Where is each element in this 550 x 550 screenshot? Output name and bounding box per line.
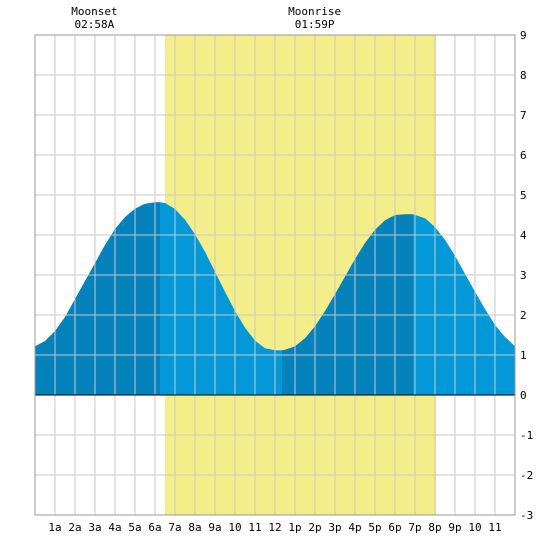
y-tick-label: 1 [520, 349, 527, 362]
x-tick-label: 11 [248, 521, 261, 534]
y-tick-label: 0 [520, 389, 527, 402]
x-tick-label: 8a [188, 521, 201, 534]
y-tick-label: 2 [520, 309, 527, 322]
x-tick-label: 3a [88, 521, 101, 534]
falling-tide-area [413, 214, 515, 395]
falling-tide-area [160, 202, 282, 395]
x-tick-label: 4p [348, 521, 361, 534]
y-tick-label: 6 [520, 149, 527, 162]
y-tick-label: 5 [520, 189, 527, 202]
y-tick-label: 3 [520, 269, 527, 282]
x-tick-label: 9p [448, 521, 461, 534]
y-tick-label: -2 [520, 469, 533, 482]
x-tick-label: 1a [48, 521, 61, 534]
y-tick-label: 8 [520, 69, 527, 82]
x-tick-label: 6a [148, 521, 161, 534]
x-tick-label: 11 [488, 521, 501, 534]
x-tick-label: 2p [308, 521, 321, 534]
y-tick-label: 9 [520, 29, 527, 42]
x-tick-label: 5a [128, 521, 141, 534]
x-tick-label: 10 [468, 521, 481, 534]
x-tick-label: 9a [208, 521, 221, 534]
plot-frame [34, 34, 516, 516]
moon-event-time: 01:59P [295, 18, 335, 31]
x-tick-label: 4a [108, 521, 121, 534]
x-tick-label: 6p [388, 521, 401, 534]
x-tick-label: 3p [328, 521, 341, 534]
rising-tide-area [35, 202, 160, 395]
x-tick-label: 5p [368, 521, 381, 534]
x-tick-label: 8p [428, 521, 441, 534]
y-tick-label: -3 [520, 509, 533, 522]
x-tick-label: 12 [268, 521, 281, 534]
x-tick-label: 7a [168, 521, 181, 534]
moon-event-label: Moonrise [288, 5, 341, 18]
x-tick-label: 1p [288, 521, 301, 534]
y-tick-label: 7 [520, 109, 527, 122]
y-tick-label: 4 [520, 229, 527, 242]
x-tick-label: 7p [408, 521, 421, 534]
moon-event-time: 02:58A [75, 18, 115, 31]
x-tick-label: 10 [228, 521, 241, 534]
moon-event-label: Moonset [71, 5, 117, 18]
y-tick-label: -1 [520, 429, 533, 442]
x-tick-label: 2a [68, 521, 81, 534]
grid-layer [34, 34, 516, 516]
